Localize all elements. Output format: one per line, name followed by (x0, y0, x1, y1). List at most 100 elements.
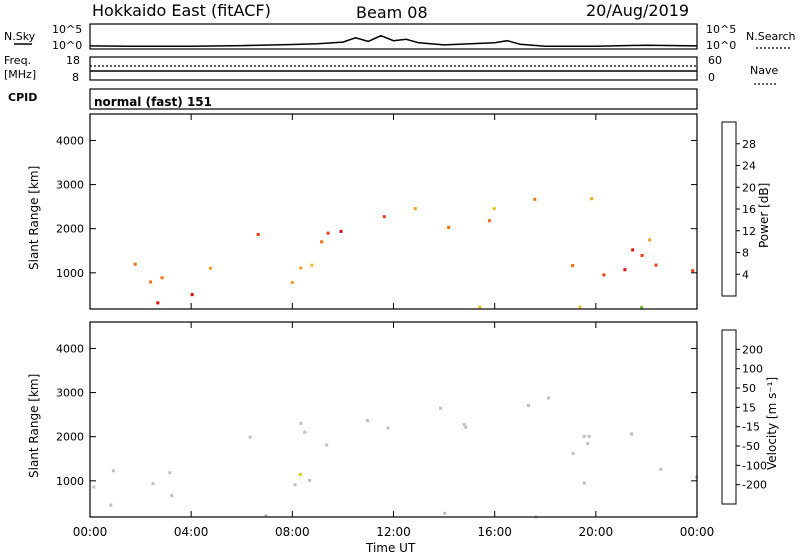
freq-tick-bottom: 8 (72, 71, 79, 84)
nave-tick-bottom: 0 (708, 71, 715, 84)
echo-cell (248, 435, 252, 439)
echo-cell (326, 231, 330, 235)
echo-cell (648, 238, 652, 242)
echo-cell (209, 266, 212, 270)
power-colorbar: 28 24 20 16 12 8 4 (721, 121, 756, 297)
beam-label: Beam 08 (356, 3, 428, 22)
noise-tick-right-top: 10^5 (706, 23, 736, 36)
time-tick-label: 16:00 (477, 525, 512, 539)
range-tick-label: 1000 (56, 475, 84, 488)
echo-cell (320, 240, 324, 244)
range-tick-label: 4000 (56, 134, 84, 147)
echo-cell (156, 301, 160, 305)
station-title: Hokkaido East (fitACF) (92, 1, 271, 20)
range-tick-label: 2000 (56, 431, 84, 444)
colorbar-tick-label: -100 (742, 459, 767, 472)
velocity-range-ticks: 1000 2000 3000 4000 (56, 342, 697, 488)
echo-cell (464, 425, 468, 429)
power-colorbar-label: Power [dB] (757, 183, 771, 248)
velocity-colorbar-label: Velocity [m s⁻¹] (765, 377, 779, 470)
echo-cell (571, 264, 575, 267)
range-tick-label: 3000 (56, 387, 84, 400)
nave-tick-top: 60 (708, 54, 722, 67)
echo-cell (582, 481, 586, 485)
echo-cell (659, 467, 663, 471)
velocity-panel: 1000 2000 3000 4000 Slant Range [km] (27, 321, 698, 519)
echo-cell (133, 262, 137, 266)
echo-cell (478, 305, 482, 309)
colorbar-tick-label: 4 (742, 268, 749, 281)
echo-cell (168, 471, 172, 475)
echo-cell (640, 305, 644, 309)
range-tick-label: 3000 (56, 179, 84, 192)
colorbar-tick-label: 20 (742, 181, 756, 194)
time-tick-label: 00:00 (73, 525, 108, 539)
echo-cell (299, 473, 302, 476)
echo-cell (413, 207, 417, 211)
echo-cell (290, 281, 294, 284)
power-panel: 1000 2000 3000 4000 Slant Range [km] (27, 113, 698, 310)
echo-cell (623, 268, 627, 272)
time-tick-label: 08:00 (275, 525, 310, 539)
time-tick-label: 04:00 (174, 525, 209, 539)
echo-cell (256, 233, 260, 236)
time-tick-label: 12:00 (376, 525, 411, 539)
echo-cell (92, 485, 96, 489)
range-tick-label: 1000 (56, 267, 84, 280)
colorbar-tick-label: 16 (742, 203, 756, 216)
nsearch-label: N.Search (746, 30, 796, 43)
power-ylabel: Slant Range [km] (27, 166, 41, 270)
echo-cell (527, 404, 530, 408)
colorbar-tick-label: 200 (742, 343, 763, 356)
colorbar-tick-label: -15 (742, 421, 760, 434)
cpid-text: normal (fast) 151 (94, 95, 212, 109)
echo-cell (170, 494, 174, 498)
time-axis: 00:00 04:00 08:00 12:00 16:00 20:00 00:00 (73, 114, 715, 539)
echo-cell (151, 482, 155, 486)
freq-nave-panel: Freq. [MHz] 18 8 60 0 Nave (4, 54, 778, 85)
colorbar-tick-label: 12 (742, 225, 756, 238)
range-tick-label: 2000 (56, 223, 84, 236)
echo-cell (587, 434, 591, 438)
noise-tick-left-bottom: 10^0 (52, 39, 82, 52)
echo-cell (382, 215, 386, 219)
colorbar-tick-label: 100 (742, 363, 763, 376)
echo-cell (630, 432, 634, 436)
echo-cell (640, 253, 644, 257)
echo-cell (299, 421, 303, 425)
echo-cell (586, 442, 590, 446)
noise-panel: N.Sky N.Search 10^5 10^0 10^5 10^0 (4, 23, 796, 52)
time-tick-label: 20:00 (579, 525, 614, 539)
echo-cell (691, 269, 695, 273)
echo-cell (339, 229, 343, 233)
power-echo-layer (133, 197, 695, 309)
echo-cell (492, 207, 496, 211)
power-range-ticks: 1000 2000 3000 4000 (56, 134, 697, 280)
noise-tick-left-top: 10^5 (52, 23, 82, 36)
echo-cell (547, 396, 551, 400)
echo-cell (443, 511, 447, 515)
colorbar-tick-label: -200 (742, 479, 767, 492)
nsky-label: N.Sky (4, 30, 36, 43)
velocity-ylabel: Slant Range [km] (27, 374, 41, 478)
echo-cell (310, 263, 314, 267)
colorbar-tick-label: 8 (742, 247, 749, 260)
colorbar-frame (721, 329, 737, 505)
echo-cell (487, 219, 491, 223)
freq-label: Freq. (4, 54, 31, 67)
date-label: 20/Aug/2019 (586, 1, 689, 20)
echo-cell (160, 276, 164, 280)
echo-cell (602, 273, 606, 277)
echo-cell (386, 426, 390, 430)
time-tick-label: 00:00 (680, 525, 715, 539)
echo-cell (590, 197, 594, 201)
echo-cell (308, 478, 312, 482)
echo-cell (462, 423, 466, 426)
time-axis-label: Time UT (365, 541, 416, 554)
echo-cell (533, 197, 537, 201)
nave-label: Nave (750, 64, 778, 77)
echo-cell (654, 263, 658, 267)
range-tick-label: 4000 (56, 342, 84, 355)
echo-cell (582, 434, 586, 438)
